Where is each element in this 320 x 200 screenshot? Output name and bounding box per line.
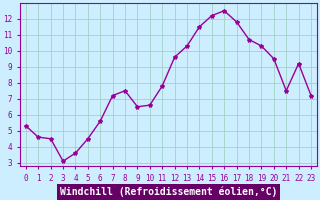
- X-axis label: Windchill (Refroidissement éolien,°C): Windchill (Refroidissement éolien,°C): [60, 187, 277, 197]
